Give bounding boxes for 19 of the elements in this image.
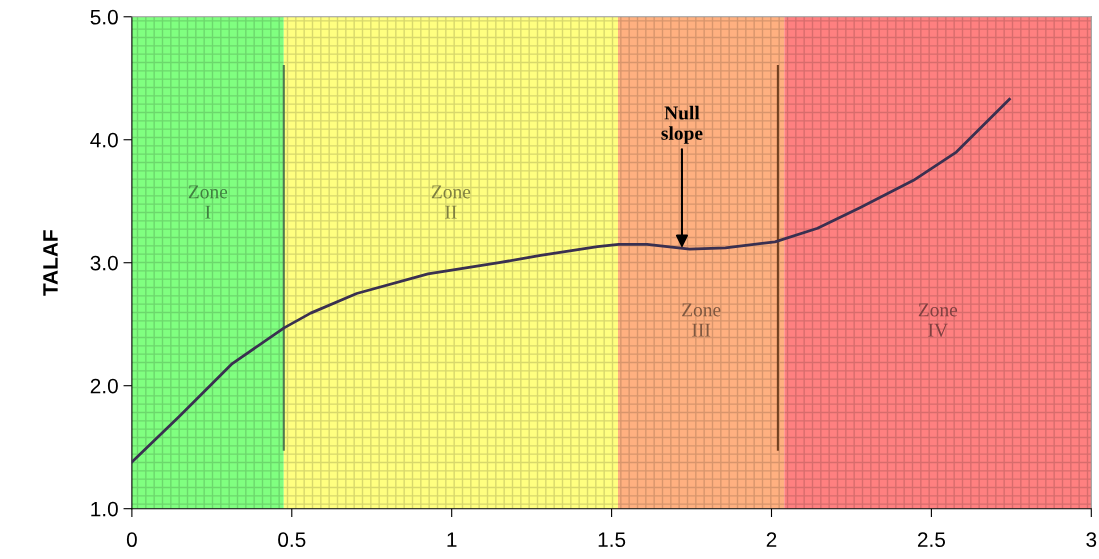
y-tick-label: 1.0	[91, 501, 118, 517]
band-label: Zone I	[188, 185, 228, 219]
x-tick-label: 3	[1086, 532, 1097, 548]
x-tick-label: 0.5	[278, 532, 306, 548]
band-label: Zone IV	[918, 303, 958, 337]
band-label: Zone III	[682, 303, 721, 337]
y-axis-title: TALAF	[43, 230, 58, 296]
band-label: Zone II	[431, 185, 471, 219]
x-tick-label: 1.5	[598, 532, 626, 548]
annotation: Null slope	[661, 105, 703, 144]
x-tick-label: 2	[766, 532, 777, 547]
line-series	[131, 97, 1011, 464]
y-tick-label: 2.0	[90, 378, 118, 394]
y-tick-label: 3.0	[90, 255, 118, 271]
x-tick-label: 2.5	[917, 532, 946, 548]
y-tick-label: 5.0	[90, 9, 118, 25]
y-tick-label: 4.0	[90, 132, 118, 148]
x-tick-label: 0	[126, 532, 137, 548]
x-tick-label: 1	[447, 532, 457, 547]
